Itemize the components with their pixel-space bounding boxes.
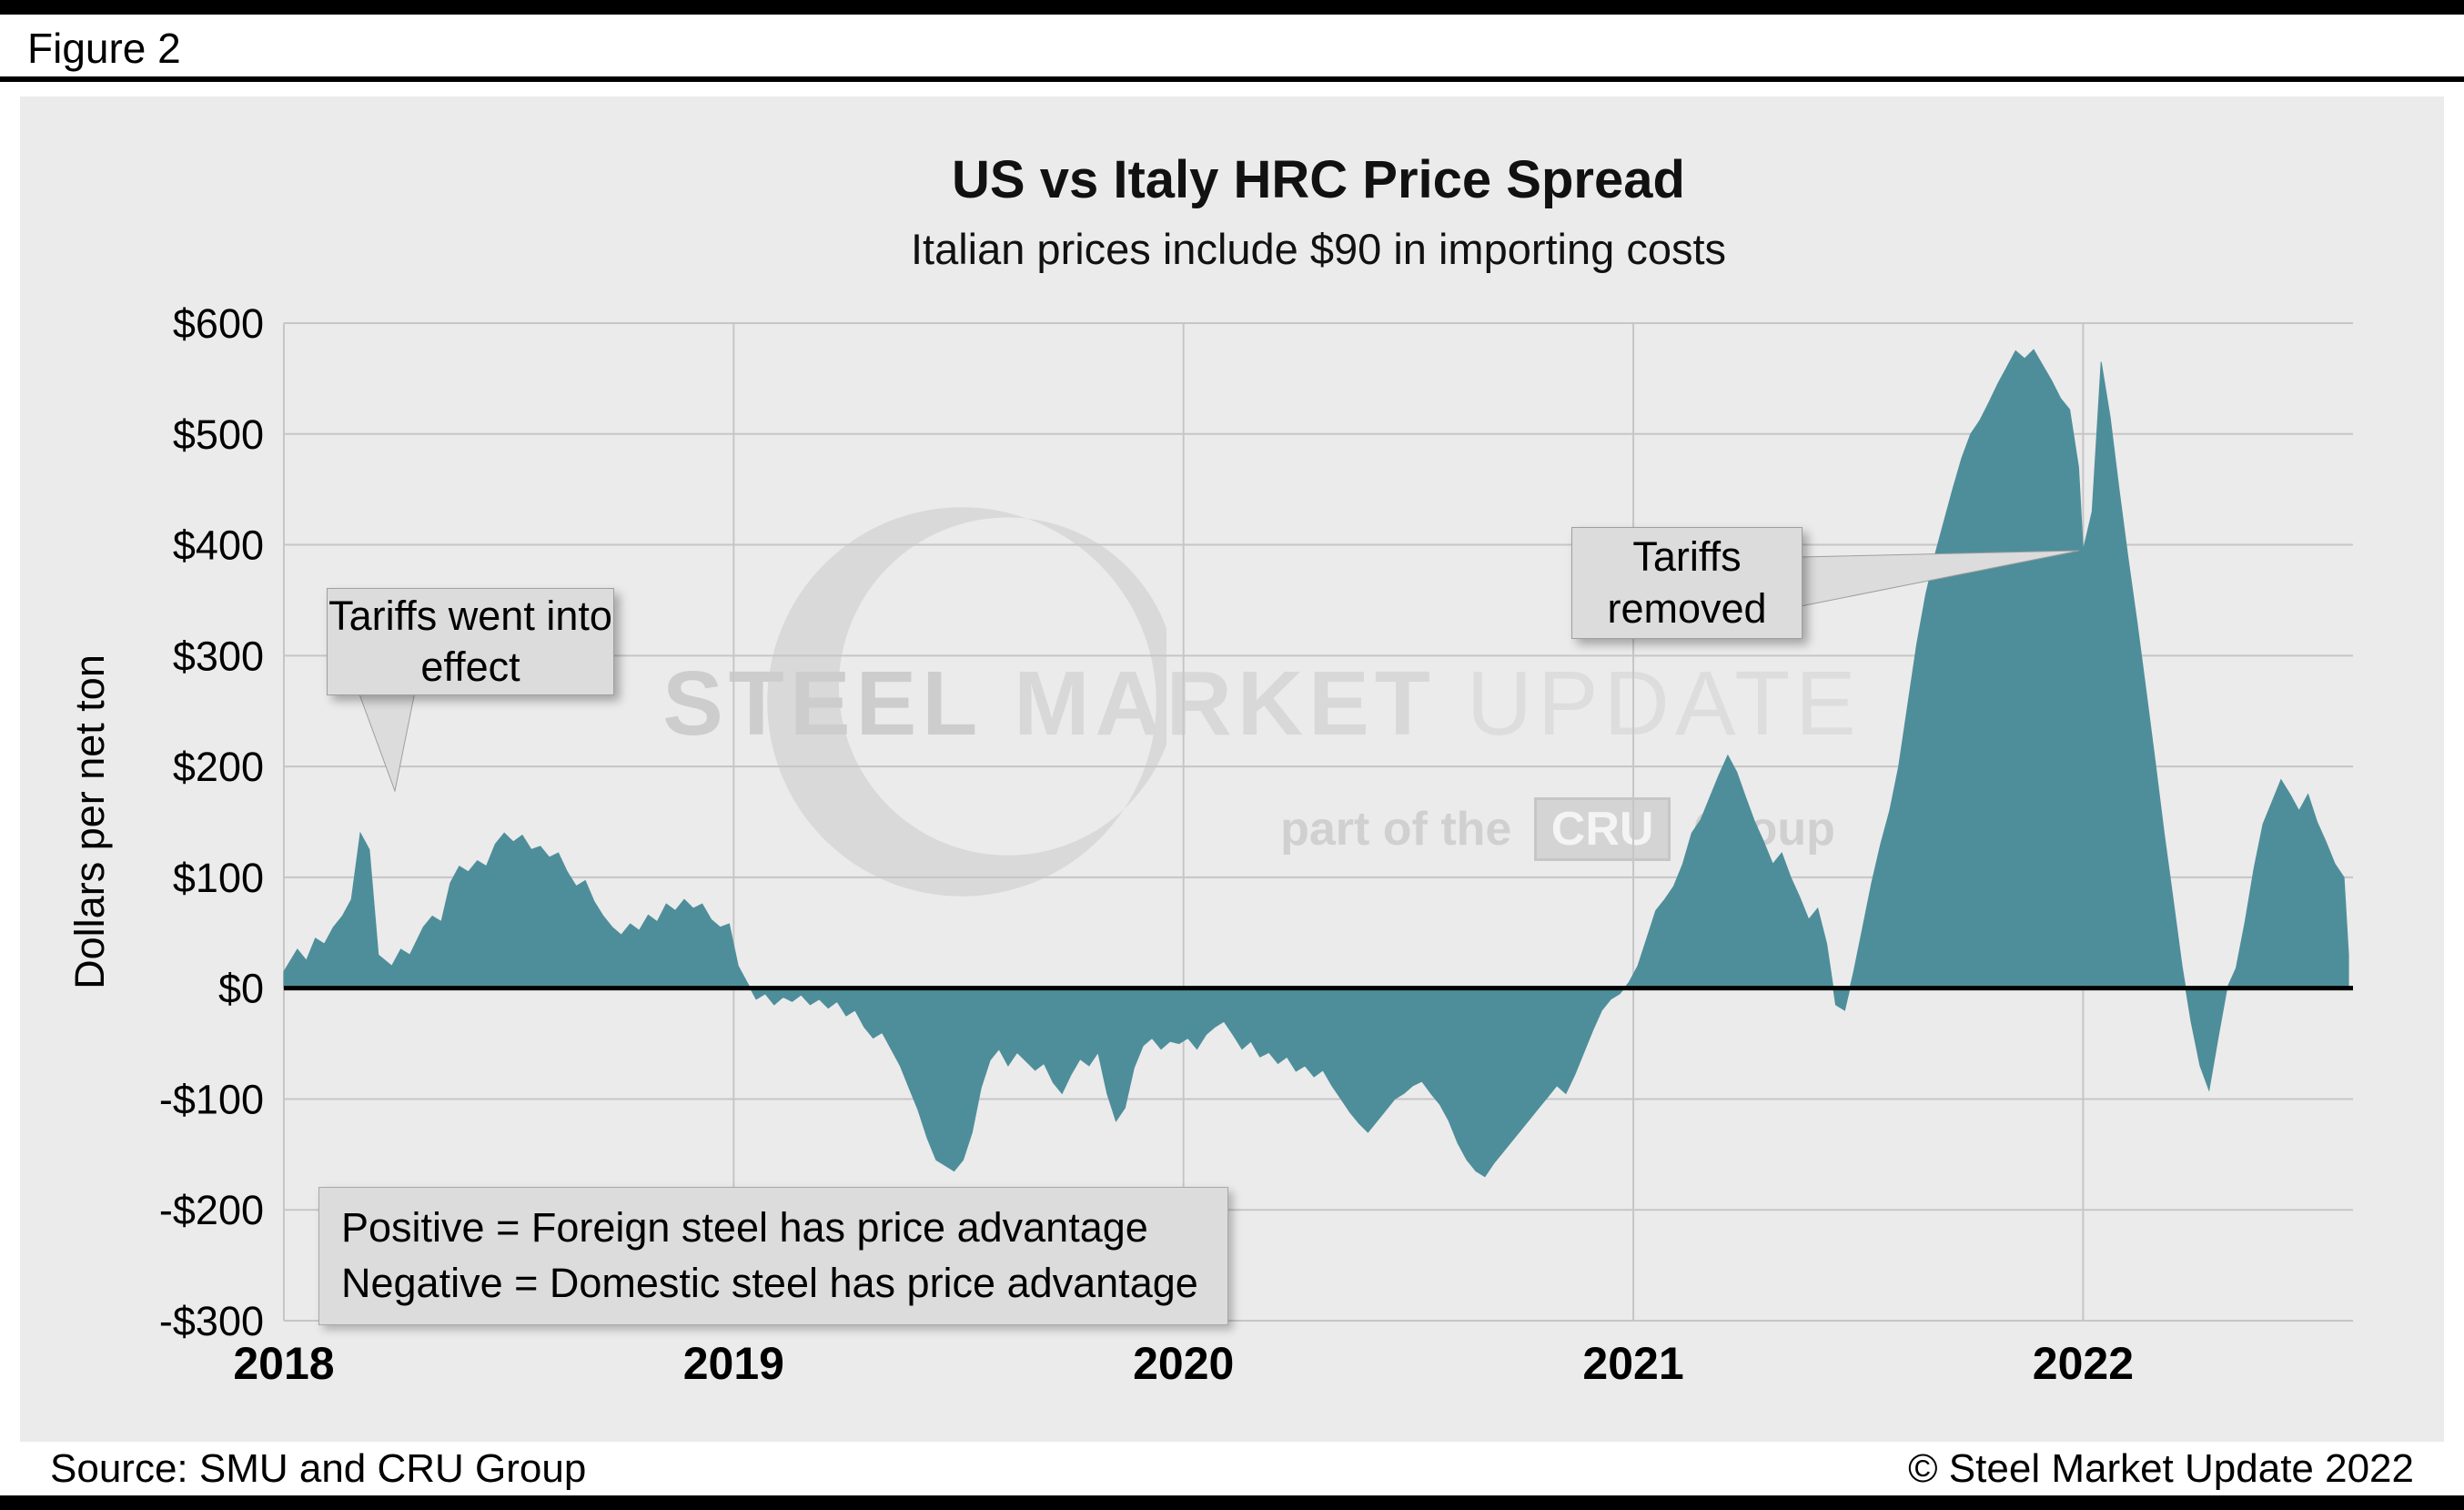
figure-label: Figure 2 bbox=[27, 25, 181, 72]
annotation-tariffs-effect-label: Tariffs went into effect bbox=[328, 592, 612, 690]
x-tick-label: 2022 bbox=[2033, 1338, 2134, 1389]
y-tick-label: -$300 bbox=[159, 1298, 264, 1344]
watermark-brand-text: STEEL MARKET UPDATE bbox=[566, 652, 1958, 756]
legend-positive-note: Positive = Foreign steel has price advan… bbox=[341, 1204, 1148, 1251]
watermark-word-market: MARKET bbox=[1014, 653, 1436, 755]
source-text: Source: SMU and CRU Group bbox=[50, 1446, 587, 1491]
cru-logo: CRU bbox=[1533, 797, 1671, 861]
y-tick-label: $600 bbox=[173, 300, 264, 347]
y-tick-label: $100 bbox=[173, 855, 264, 901]
watermark-word-steel: STEEL bbox=[662, 653, 984, 755]
y-axis-title: Dollars per net ton bbox=[66, 654, 113, 989]
bottom-border-bar bbox=[0, 1495, 2464, 1510]
footer: Source: SMU and CRU Group © Steel Market… bbox=[0, 1443, 2464, 1495]
chart-title: US vs Italy HRC Price Spread bbox=[952, 150, 1685, 209]
copyright-text: © Steel Market Update 2022 bbox=[1908, 1446, 2414, 1491]
figure-header: Figure 2 bbox=[0, 15, 2464, 82]
x-tick-label: 2020 bbox=[1133, 1338, 1234, 1389]
spread-area-series bbox=[283, 349, 2349, 1178]
watermark-tagline: part of the CRU Group bbox=[1130, 797, 1985, 861]
annotation-tariffs-removed: Tariffs removed bbox=[1571, 527, 1803, 639]
x-tick-label: 2018 bbox=[233, 1338, 334, 1389]
annotation-tariffs-removed-label: Tariffs removed bbox=[1607, 533, 1767, 632]
top-border-bar bbox=[0, 0, 2464, 15]
x-tick-label: 2019 bbox=[683, 1338, 784, 1389]
y-tick-label: $0 bbox=[218, 966, 264, 1012]
annotation-tariffs-went-into-effect: Tariffs went into effect bbox=[327, 588, 614, 695]
watermark-tagline-prefix: part of the bbox=[1280, 803, 1512, 856]
y-tick-label: $500 bbox=[173, 411, 264, 458]
watermark: STEEL MARKET UPDATE part of the CRU Grou… bbox=[566, 479, 1958, 970]
y-tick-label: $200 bbox=[173, 744, 264, 790]
x-tick-label: 2021 bbox=[1582, 1338, 1683, 1389]
y-tick-label: $300 bbox=[173, 633, 264, 679]
chart-subtitle: Italian prices include $90 in importing … bbox=[910, 225, 1727, 273]
chart-panel: US vs Italy HRC Price Spread Italian pri… bbox=[20, 96, 2444, 1442]
y-tick-label: -$100 bbox=[159, 1076, 264, 1122]
callout-pointer-tariffs-effect bbox=[358, 691, 416, 793]
y-tick-label: -$200 bbox=[159, 1187, 264, 1233]
legend-negative-note: Negative = Domestic steel has price adva… bbox=[341, 1259, 1198, 1306]
legend-note-box: Positive = Foreign steel has price advan… bbox=[318, 1187, 1228, 1325]
smu-crescent-logo bbox=[767, 507, 1166, 897]
y-tick-label: $400 bbox=[173, 522, 264, 569]
watermark-word-update: UPDATE bbox=[1466, 653, 1862, 755]
